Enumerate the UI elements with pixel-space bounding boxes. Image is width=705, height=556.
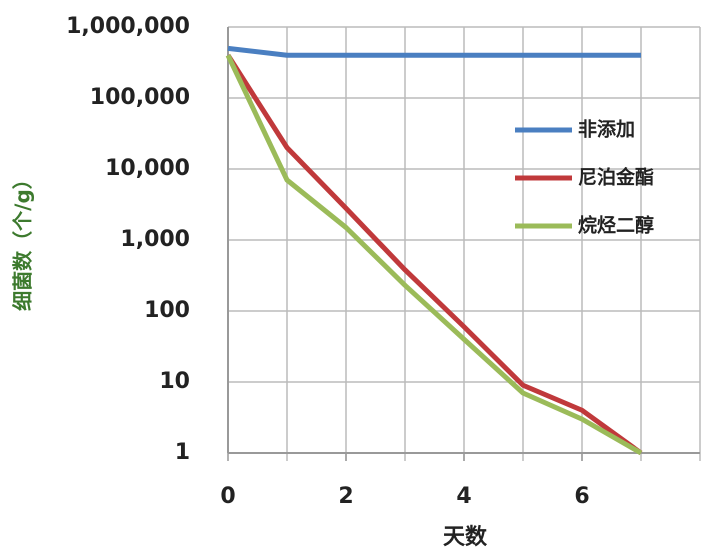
legend-label: 烷烃二醇 [578,214,654,237]
x-tick-label: 0 [220,484,235,509]
x-tick-label: 2 [338,484,353,509]
series-line [227,45,641,58]
legend-label: 尼泊金酯 [578,166,654,189]
y-tick-label: 10 [159,369,190,394]
y-tick-label: 1,000,000 [66,14,190,39]
y-tick-label: 100 [144,298,190,323]
x-tick-label: 4 [456,484,471,509]
legend-label: 非添加 [578,118,635,141]
x-tick-label: 6 [574,484,589,509]
y-axis-title: 细菌数（个/g） [11,169,35,311]
series-line [225,53,643,456]
y-tick-label: 100,000 [90,85,190,110]
y-tick-label: 1,000 [120,227,190,252]
y-tick-label: 10,000 [105,156,190,181]
y-tick-label: 1 [175,440,190,465]
x-axis-title: 天数 [443,524,488,550]
series-line [225,54,643,456]
